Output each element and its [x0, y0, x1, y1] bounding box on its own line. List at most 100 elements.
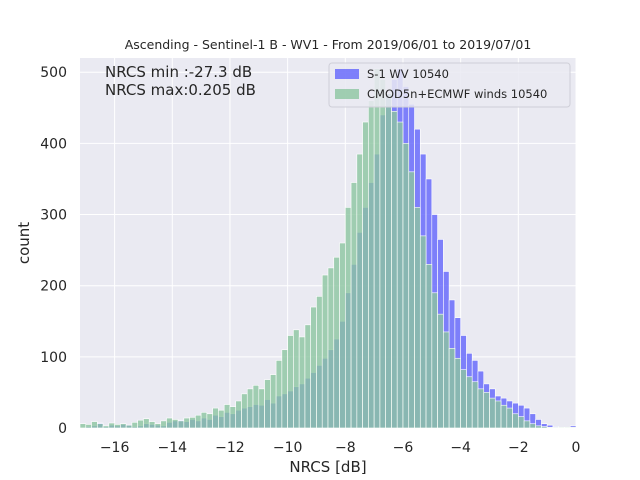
x-tick-label: −16: [100, 440, 130, 456]
histogram-bar: [443, 331, 450, 429]
histogram-bar: [137, 419, 144, 429]
histogram-bar: [206, 413, 213, 429]
histogram-bar: [235, 400, 242, 429]
histogram-bar: [91, 421, 98, 429]
histogram-bar: [569, 426, 577, 429]
y-tick-label: 100: [40, 350, 67, 366]
histogram-bar: [114, 424, 121, 429]
histogram-bar: [402, 143, 410, 429]
x-tick-label: −6: [393, 440, 414, 456]
histogram-bar: [200, 412, 208, 429]
histogram-bar: [171, 419, 179, 429]
histogram-bar: [298, 336, 306, 429]
histogram-bar: [143, 418, 150, 429]
histogram-bar: [552, 426, 559, 429]
histogram-bar: [287, 335, 294, 429]
x-tick-labels: −16 −14 −12 −10 −8 −6 −4 −2 0: [100, 440, 581, 456]
histogram-bar: [500, 404, 508, 429]
x-tick-label: 0: [572, 440, 581, 456]
legend-label-cmod5n: CMOD5n+ECMWF winds 10540: [367, 87, 547, 101]
histogram-bar: [160, 420, 167, 429]
x-tick-label: −12: [215, 440, 245, 456]
histogram-bar: [218, 409, 225, 429]
histogram-bar: [535, 425, 542, 429]
histogram-bar: [448, 348, 456, 429]
legend-box: [328, 62, 571, 108]
histogram-bar: [414, 207, 421, 429]
legend: S-1 WV 10540 CMOD5n+ECMWF winds 10540: [328, 62, 571, 108]
histogram-bar: [79, 423, 87, 429]
x-tick-label: −2: [508, 440, 529, 456]
legend-swatch-cmod5n: [335, 89, 359, 99]
histogram-bar: [246, 388, 254, 429]
histogram-bar: [229, 406, 237, 429]
histogram-bar: [275, 360, 283, 429]
histogram-bar: [546, 426, 554, 429]
histogram-bar: [419, 235, 427, 429]
histogram-bar: [97, 423, 104, 429]
histogram-bar: [431, 292, 438, 429]
histogram-bar: [264, 379, 271, 429]
histogram-bar: [327, 267, 335, 429]
histogram-bar: [154, 423, 162, 429]
histogram-bar: [373, 68, 381, 429]
histogram-bar: [189, 417, 196, 429]
histogram-bar: [506, 407, 513, 429]
histogram-bar: [339, 242, 346, 429]
legend-label-s1-wv: S-1 WV 10540: [367, 67, 449, 81]
x-tick-label: −14: [158, 440, 188, 456]
annotation-nrcs-min: NRCS min :-27.3 dB: [105, 63, 252, 81]
histogram-bar: [345, 207, 352, 429]
y-tick-label: 300: [40, 208, 67, 224]
histogram-bar: [460, 369, 467, 429]
histogram-bar: [125, 424, 133, 429]
histogram-bar: [523, 420, 531, 429]
histogram-bar: [391, 111, 398, 429]
histogram-bar: [368, 100, 375, 429]
histogram-bar: [494, 400, 502, 429]
legend-swatch-s1-wv: [335, 69, 359, 79]
histogram-bar: [183, 417, 190, 429]
histogram-bar: [85, 424, 92, 429]
histogram-bar: [379, 79, 386, 429]
annotation-nrcs-max: NRCS max:0.205 dB: [105, 81, 256, 99]
y-tick-labels: 0 100 200 300 400 500: [40, 65, 67, 437]
histogram-bar: [466, 376, 473, 429]
histogram-bar: [258, 388, 265, 429]
y-tick-label: 500: [40, 65, 67, 81]
histogram-bar: [223, 404, 231, 429]
histogram-bar: [148, 421, 156, 429]
histogram-bar: [166, 417, 173, 429]
histogram-bar: [310, 306, 317, 429]
x-tick-label: −8: [335, 440, 356, 456]
histogram-bar: [396, 121, 404, 429]
histogram-bar: [564, 426, 571, 429]
histogram-bar: [195, 414, 202, 429]
y-tick-label: 400: [40, 136, 67, 152]
histogram-bar: [425, 264, 433, 429]
histogram-bar: [385, 93, 392, 429]
histogram-bar: [270, 374, 277, 429]
histogram-bar: [356, 153, 363, 429]
histogram-bar: [177, 420, 185, 429]
histogram-bar: [489, 397, 496, 429]
histogram-bar: [293, 329, 300, 429]
x-axis-label: NRCS [dB]: [289, 458, 366, 476]
y-tick-label: 0: [58, 421, 67, 437]
histogram-bar: [108, 422, 115, 429]
histogram-bar: [316, 296, 323, 429]
histogram-bar: [131, 422, 138, 429]
histogram-bar: [362, 121, 369, 429]
histogram-bar: [512, 413, 519, 429]
histogram-bar: [252, 385, 260, 429]
histogram-bar: [483, 392, 490, 429]
histogram-bar: [212, 407, 219, 429]
chart-title: Ascending - Sentinel-1 B - WV1 - From 20…: [125, 37, 532, 52]
histogram-bar: [437, 313, 444, 429]
histogram-bar: [321, 274, 329, 429]
x-tick-label: −10: [273, 440, 303, 456]
histogram-bar: [120, 423, 127, 429]
histogram-bar: [471, 381, 479, 429]
series-bars-cmod5n: [79, 68, 577, 429]
